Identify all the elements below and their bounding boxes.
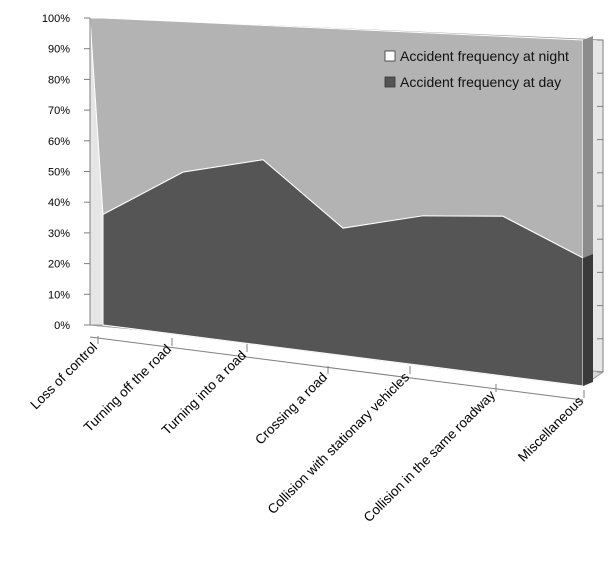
y-axis-tick-labels: 0% 10% 20% 30% 40% 50% 60% 70% 80% 90% 100%: [42, 13, 70, 332]
y-tick-label: 40%: [48, 197, 70, 209]
x-tick-label: Turning into a road: [159, 348, 249, 438]
y-tick-label: 70%: [48, 105, 70, 117]
y-tick-label: 90%: [48, 44, 70, 56]
legend: Accident frequency at night Accident freq…: [384, 48, 569, 90]
x-tick-label: Turning off the road: [81, 342, 174, 435]
y-tick-label: 100%: [42, 13, 70, 25]
legend-label: Accident frequency at day: [400, 74, 561, 90]
y-tick-label: 80%: [48, 74, 70, 86]
side-face-night: [583, 36, 593, 258]
legend-swatch: [384, 76, 396, 88]
y-tick-label: 30%: [48, 228, 70, 240]
legend-swatch: [384, 50, 396, 62]
x-tick-label: Crossing a road: [252, 370, 330, 448]
side-face-day: [583, 253, 593, 386]
y-tick-label: 50%: [48, 167, 70, 179]
y-tick-label: 0%: [54, 320, 70, 332]
x-tick-label: Loss of control: [27, 340, 100, 413]
chart-areas: [89, 17, 593, 387]
x-axis-line: [89, 336, 584, 401]
legend-label: Accident frequency at night: [400, 48, 569, 64]
x-tick-label: Miscellaneous: [515, 393, 586, 464]
y-tick-label: 10%: [48, 289, 70, 301]
y-tick-label: 20%: [48, 259, 70, 271]
y-tick-label: 60%: [48, 136, 70, 148]
chart-axes: [84, 17, 604, 401]
